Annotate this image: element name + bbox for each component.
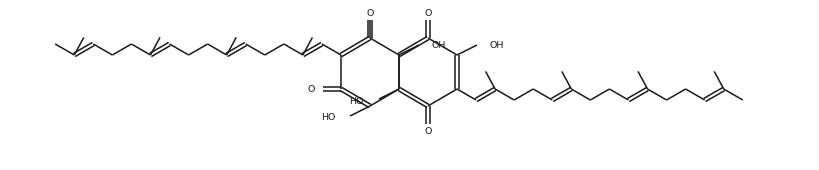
Text: OH: OH: [490, 40, 505, 49]
Text: HO: HO: [350, 97, 364, 106]
Text: O: O: [424, 8, 432, 18]
Text: O: O: [366, 8, 373, 18]
Text: O: O: [424, 128, 432, 137]
Text: OH: OH: [432, 40, 446, 49]
Text: O: O: [308, 84, 315, 94]
Text: HO: HO: [320, 114, 335, 123]
